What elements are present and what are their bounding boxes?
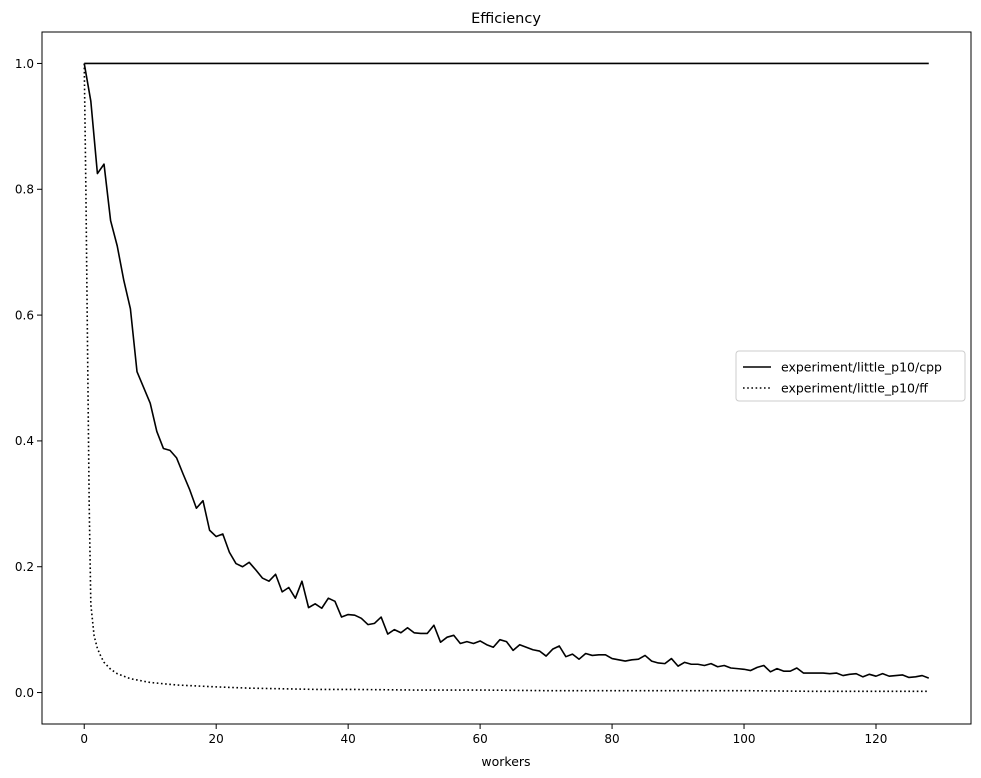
y-tick-label: 0.0	[15, 686, 34, 700]
x-tick-label: 0	[80, 732, 88, 746]
y-tick-label: 0.4	[15, 434, 34, 448]
chart-title: Efficiency	[471, 11, 541, 27]
y-tick-label: 1.0	[15, 57, 34, 71]
y-tick-label: 0.6	[15, 308, 34, 322]
x-tick-label: 80	[604, 732, 619, 746]
plot-area: 0 20 40 60 80 100 120 0.0 0.2 0.4 0.6 0.8 1.0	[15, 31, 972, 746]
legend-label: experiment/little_p10/ff	[781, 381, 928, 396]
y-tick-label: 0.2	[15, 560, 34, 574]
series-line-2	[83, 63, 929, 693]
x-tick-label: 20	[209, 732, 224, 746]
x-tick-label: 60	[472, 732, 487, 746]
axes-frame	[41, 31, 972, 725]
x-tick-label: 120	[865, 732, 888, 746]
legend-label: experiment/little_p10/cpp	[781, 360, 942, 375]
x-tick-label: 40	[341, 732, 356, 746]
x-axis-label: workers	[481, 754, 530, 769]
legend: experiment/little_p10/cpp experiment/litt…	[735, 350, 966, 402]
series-line-1	[83, 63, 930, 679]
legend-box	[735, 350, 966, 402]
x-tick-label: 100	[733, 732, 756, 746]
y-tick-label: 0.8	[15, 183, 34, 197]
